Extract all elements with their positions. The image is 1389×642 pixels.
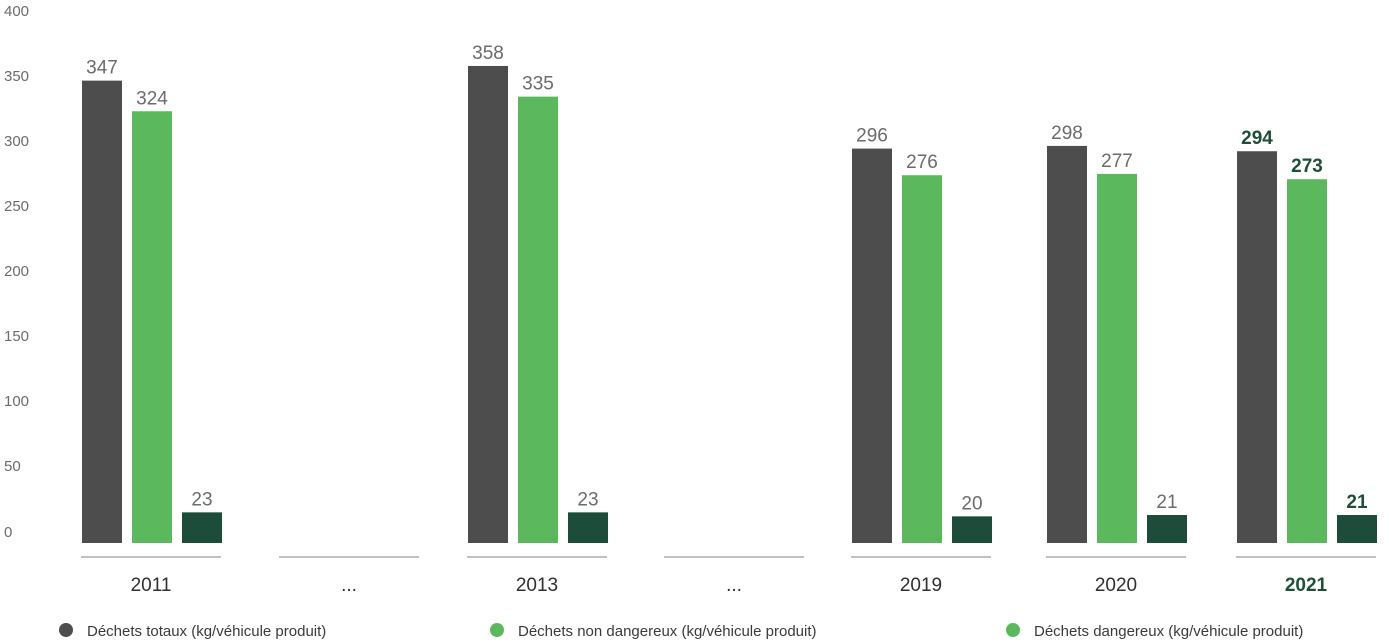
value-labels: 347 324 23 358 335 23 296 276 20 298 277 21 294 273 21 <box>86 43 1368 514</box>
legend-marker <box>490 623 504 637</box>
legend-label: Déchets totaux (kg/véhicule produit) <box>87 623 326 640</box>
data-label: 21 <box>1156 492 1177 513</box>
bar <box>1147 515 1187 543</box>
data-label: 21 <box>1346 492 1368 513</box>
data-label: 273 <box>1291 156 1323 177</box>
data-label: 358 <box>472 43 504 64</box>
legend-label: Déchets dangereux (kg/véhicule produit) <box>1034 623 1303 640</box>
x-tick-label: 2011 <box>131 575 172 596</box>
x-tick-label: ... <box>341 575 357 596</box>
legend-label: Déchets non dangereux (kg/véhicule produ… <box>518 623 817 640</box>
data-label: 277 <box>1101 151 1133 172</box>
x-tick-label: 2019 <box>900 575 942 596</box>
data-label: 296 <box>856 126 888 147</box>
data-label: 324 <box>136 88 168 109</box>
x-tick-label: ... <box>726 575 742 596</box>
data-label: 276 <box>906 152 938 173</box>
y-tick-label: 50 <box>4 458 21 475</box>
bars <box>82 65 1377 544</box>
x-tick-label: 2020 <box>1095 575 1137 596</box>
y-tick-label: 100 <box>4 393 29 410</box>
y-tick-label: 200 <box>4 263 29 280</box>
data-label: 347 <box>86 58 118 79</box>
y-tick-label: 300 <box>4 133 29 150</box>
bar <box>852 148 892 543</box>
bar <box>1287 179 1327 544</box>
data-label: 335 <box>522 74 554 95</box>
bar <box>952 516 992 543</box>
y-tick-label: 150 <box>4 328 29 345</box>
legend: Déchets totaux (kg/véhicule produit) Déch… <box>59 623 1303 640</box>
bar <box>1237 151 1277 543</box>
bar <box>132 111 172 544</box>
y-axis: 0 50 100 150 200 250 300 350 400 <box>4 3 29 541</box>
data-label: 294 <box>1241 128 1273 149</box>
y-tick-label: 400 <box>4 3 29 20</box>
x-tick-label: 2021 <box>1285 575 1328 596</box>
bar <box>1047 145 1087 544</box>
bar <box>468 65 508 543</box>
bar <box>1337 515 1377 543</box>
data-label: 23 <box>191 489 212 510</box>
x-axis: 2011... 2013... 2019 2020 2021 <box>81 556 1376 596</box>
y-tick-label: 350 <box>4 68 29 85</box>
bar <box>182 512 222 543</box>
bar <box>902 175 942 544</box>
data-label: 298 <box>1051 123 1083 144</box>
y-tick-label: 0 <box>4 524 12 541</box>
bar <box>518 96 558 544</box>
legend-marker <box>59 623 73 637</box>
bar <box>82 80 122 543</box>
bar <box>568 512 608 543</box>
data-label: 20 <box>961 493 982 514</box>
y-tick-label: 250 <box>4 198 29 215</box>
legend-marker <box>1006 623 1020 637</box>
bar <box>1097 173 1137 543</box>
data-label: 23 <box>577 489 598 510</box>
x-tick-label: 2013 <box>516 575 558 596</box>
